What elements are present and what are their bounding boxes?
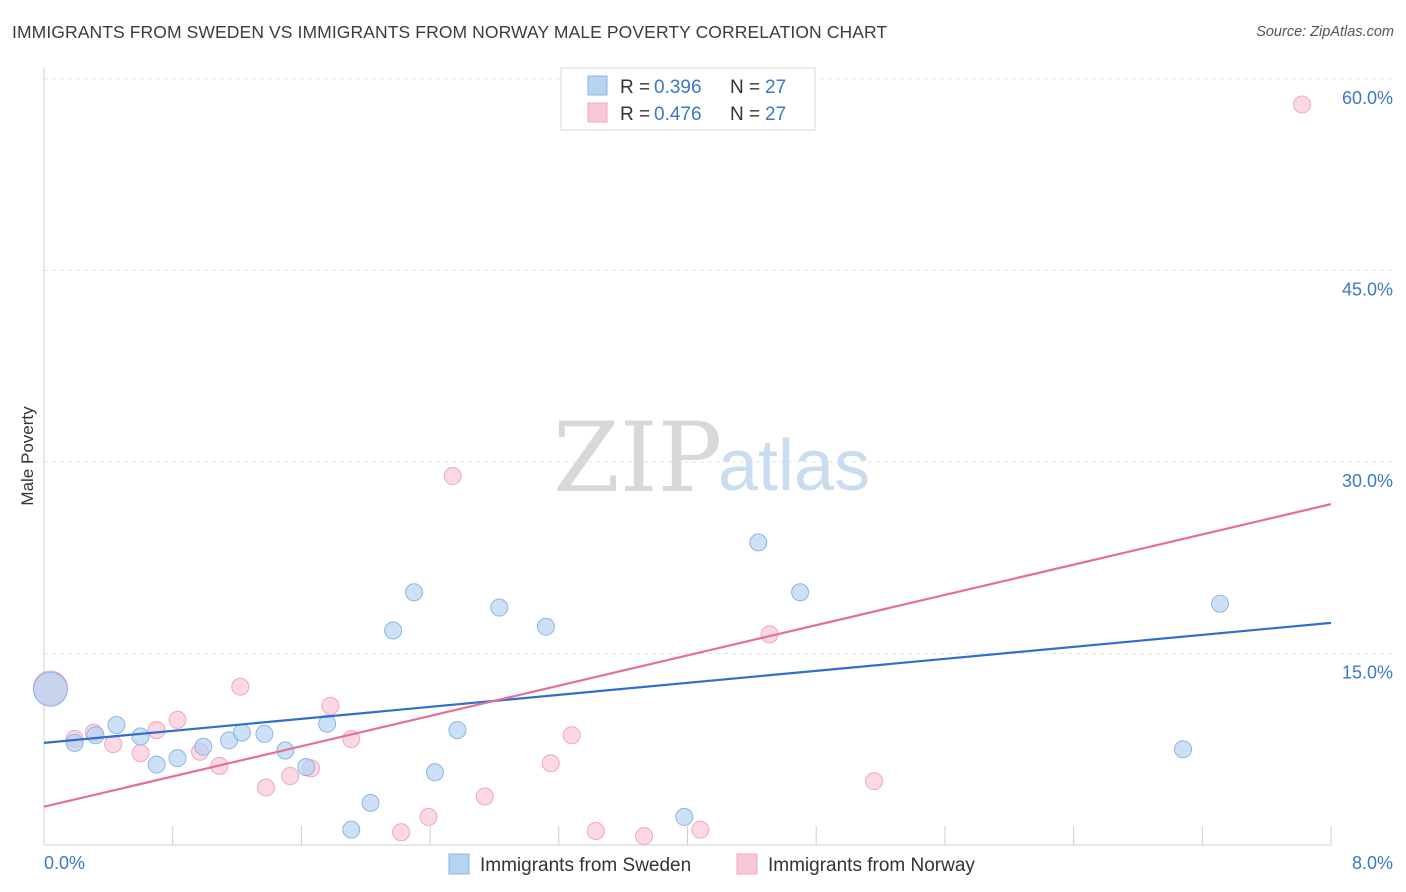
legend-n-label-norway: N = (730, 104, 765, 125)
legend-r-value-norway: 0.476 (654, 104, 702, 125)
legend-n-label-sweden: N = (730, 77, 765, 98)
y-tick-label: 15.0% (1342, 663, 1393, 683)
sweden-point (490, 598, 509, 617)
bottom-legend-swatch-norway (736, 853, 758, 875)
sweden-trend-line (43, 621, 1332, 744)
sweden-point (107, 715, 126, 734)
x-tick-labels: 0.0% 8.0% (44, 853, 1393, 873)
sweden-points (32, 533, 1229, 839)
sweden-point (168, 749, 187, 768)
bottom-legend-label-norway: Immigrants from Norway (768, 855, 975, 876)
sweden-point (1173, 740, 1192, 759)
norway-point (586, 821, 605, 840)
sweden-point (255, 724, 274, 743)
bottom-legend: Immigrants from Sweden Immigrants from N… (448, 853, 975, 876)
y-tick-label: 30.0% (1342, 471, 1393, 491)
norway-point (257, 778, 276, 797)
norway-point (392, 823, 411, 842)
watermark: ZIP atlas (553, 402, 870, 514)
norway-point (147, 721, 166, 740)
sweden-point (147, 755, 166, 774)
sweden-point (425, 763, 444, 782)
chart-title: IMMIGRANTS FROM SWEDEN VS IMMIGRANTS FRO… (12, 22, 888, 42)
legend-n-value-norway: 27 (765, 104, 786, 125)
sweden-point (384, 621, 403, 640)
x-tick-label-min: 0.0% (44, 853, 85, 873)
sweden-point (405, 583, 424, 602)
legend-r-value-sweden: 0.396 (654, 77, 702, 98)
legend-swatch-norway (587, 102, 608, 123)
x-ticks (172, 826, 1332, 845)
sweden-point (232, 723, 251, 742)
sweden-point (342, 820, 361, 839)
legend-r-label-sweden: R = (620, 77, 655, 98)
y-axis-label: Male Poverty (18, 406, 37, 506)
sweden-point (297, 758, 316, 777)
sweden-point (194, 737, 213, 756)
norway-point (541, 754, 560, 773)
norway-point (131, 744, 150, 763)
sweden-point (32, 671, 68, 707)
watermark-atlas: atlas (718, 426, 870, 506)
sweden-point (448, 721, 467, 740)
norway-point (231, 677, 250, 696)
bottom-legend-label-sweden: Immigrants from Sweden (480, 855, 691, 876)
sweden-point (791, 583, 810, 602)
sweden-point (749, 533, 768, 552)
legend-box: R = 0.396 N = 27 R = 0.476 N = 27 (560, 67, 816, 131)
norway-point (104, 735, 123, 754)
norway-point (321, 696, 340, 715)
sweden-point (1210, 594, 1229, 613)
sweden-point (361, 793, 380, 812)
sweden-point (536, 617, 555, 636)
norway-point (635, 827, 654, 846)
y-tick-label: 60.0% (1342, 88, 1393, 108)
norway-point (281, 767, 300, 786)
x-tick-label-max: 8.0% (1352, 853, 1393, 873)
watermark-zip: ZIP (553, 402, 722, 514)
sweden-point (86, 726, 105, 745)
grid-lines (44, 78, 1393, 654)
legend-n-value-sweden: 27 (765, 77, 786, 98)
norway-point (443, 467, 462, 486)
norway-point (1293, 95, 1312, 114)
legend-swatch-sweden (587, 75, 608, 96)
norway-trend-line (43, 503, 1332, 808)
y-tick-label: 45.0% (1342, 280, 1393, 300)
norway-point (691, 820, 710, 839)
norway-point (475, 787, 494, 806)
y-tick-labels: 15.0% 30.0% 45.0% 60.0% (1342, 88, 1393, 683)
legend-r-label-norway: R = (620, 104, 655, 125)
trend-lines (43, 503, 1332, 808)
norway-point (419, 807, 438, 826)
sweden-point (675, 807, 694, 826)
source-label: Source: ZipAtlas.com (1256, 24, 1394, 40)
sweden-point (65, 733, 84, 752)
sweden-point (131, 727, 150, 746)
norway-point (168, 710, 187, 729)
norway-point (562, 726, 581, 745)
sweden-point (318, 714, 337, 733)
norway-point (865, 772, 884, 791)
bottom-legend-swatch-sweden (448, 853, 470, 875)
